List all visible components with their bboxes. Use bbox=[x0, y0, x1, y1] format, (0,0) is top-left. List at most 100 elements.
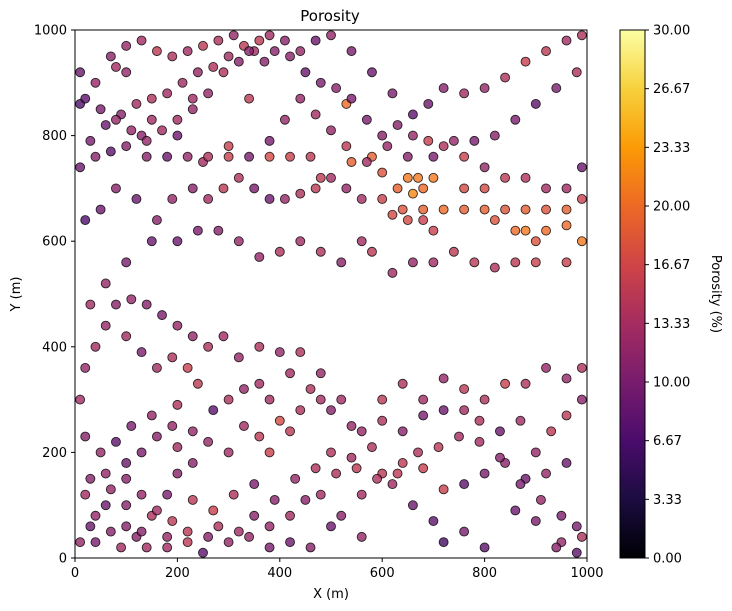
data-point bbox=[274, 347, 285, 358]
data-point bbox=[438, 141, 449, 152]
data-point bbox=[341, 183, 352, 194]
data-point bbox=[233, 526, 244, 537]
data-point bbox=[223, 151, 234, 162]
data-point bbox=[208, 62, 219, 72]
data-point bbox=[418, 463, 429, 474]
colorbar-tick-label: 26.67 bbox=[653, 82, 690, 97]
data-point bbox=[479, 394, 490, 405]
data-point bbox=[167, 51, 178, 62]
data-point bbox=[423, 135, 434, 146]
data-point bbox=[315, 246, 326, 257]
data-point bbox=[162, 542, 173, 553]
data-point bbox=[295, 188, 306, 199]
data-point bbox=[218, 183, 229, 194]
data-point bbox=[187, 331, 198, 342]
data-point bbox=[80, 431, 91, 442]
data-point bbox=[315, 172, 326, 183]
data-point bbox=[269, 494, 280, 505]
data-point bbox=[295, 405, 306, 416]
data-point bbox=[489, 215, 500, 226]
data-point bbox=[551, 83, 562, 94]
colorbar-tick-label: 16.67 bbox=[653, 258, 690, 273]
data-point bbox=[459, 204, 470, 215]
data-point bbox=[100, 320, 111, 331]
data-point bbox=[121, 473, 132, 484]
data-point bbox=[377, 130, 388, 141]
data-point bbox=[121, 521, 132, 532]
chart-title: Porosity bbox=[300, 7, 360, 25]
data-point bbox=[90, 151, 101, 162]
data-point bbox=[407, 257, 418, 268]
data-point bbox=[121, 67, 132, 78]
data-point bbox=[530, 516, 541, 526]
y-axis-label: Y (m) bbox=[9, 277, 24, 313]
data-point bbox=[459, 405, 470, 416]
data-point bbox=[75, 394, 86, 405]
data-point bbox=[203, 531, 214, 542]
data-point bbox=[223, 447, 234, 458]
data-point bbox=[254, 35, 265, 46]
data-point bbox=[387, 479, 398, 490]
data-point bbox=[136, 489, 147, 500]
data-point bbox=[151, 431, 162, 442]
data-point bbox=[346, 46, 357, 57]
data-point bbox=[576, 531, 587, 542]
data-point bbox=[407, 500, 418, 511]
data-point bbox=[85, 473, 96, 484]
data-point bbox=[331, 83, 342, 94]
colorbar-tick-label: 20.00 bbox=[653, 200, 690, 215]
data-point bbox=[172, 114, 183, 125]
data-point bbox=[392, 468, 403, 479]
data-point bbox=[151, 215, 162, 226]
data-point bbox=[315, 394, 326, 405]
data-point bbox=[530, 236, 541, 247]
colorbar-ticks: 0.00 3.33 6.67 10.00 13.33 16.67 20.00 23.33 26.… bbox=[645, 24, 690, 567]
data-point bbox=[285, 537, 295, 548]
data-point bbox=[105, 51, 116, 62]
data-point bbox=[387, 88, 398, 99]
data-point bbox=[448, 246, 459, 257]
data-point bbox=[495, 426, 505, 437]
data-point bbox=[459, 384, 470, 394]
data-point bbox=[264, 151, 275, 162]
data-point bbox=[254, 341, 265, 352]
data-point bbox=[315, 77, 326, 88]
y-tick-label: 1000 bbox=[34, 24, 67, 39]
data-point bbox=[254, 252, 265, 262]
data-point bbox=[510, 225, 521, 236]
data-point bbox=[428, 151, 439, 162]
data-point bbox=[361, 157, 372, 167]
data-point bbox=[172, 442, 183, 453]
data-point bbox=[264, 521, 275, 532]
data-point bbox=[182, 362, 193, 373]
data-point bbox=[510, 114, 521, 125]
data-point bbox=[530, 257, 541, 268]
data-point bbox=[546, 426, 557, 437]
data-point bbox=[310, 109, 321, 120]
data-point bbox=[438, 83, 449, 94]
data-point bbox=[274, 415, 285, 426]
data-point bbox=[162, 489, 173, 500]
data-point bbox=[172, 236, 183, 247]
data-point bbox=[515, 415, 526, 426]
data-point bbox=[126, 294, 137, 305]
data-point bbox=[377, 194, 388, 204]
data-point bbox=[223, 51, 234, 62]
data-point bbox=[500, 378, 511, 389]
colorbar-tick-label: 30.00 bbox=[653, 24, 690, 39]
data-point bbox=[162, 151, 173, 162]
data-point bbox=[151, 362, 162, 373]
data-point bbox=[105, 146, 116, 157]
colorbar-tick-label: 6.67 bbox=[653, 434, 682, 449]
y-tick-label: 800 bbox=[42, 129, 67, 144]
data-point bbox=[264, 194, 275, 204]
data-point bbox=[187, 93, 198, 104]
data-point bbox=[233, 56, 244, 67]
data-point bbox=[510, 257, 521, 268]
data-point bbox=[535, 494, 546, 505]
data-point bbox=[576, 30, 587, 41]
data-point bbox=[295, 347, 306, 358]
data-point bbox=[213, 521, 224, 532]
data-point bbox=[346, 157, 357, 167]
data-point bbox=[151, 505, 162, 516]
